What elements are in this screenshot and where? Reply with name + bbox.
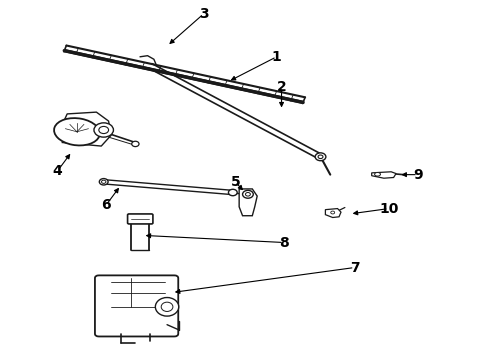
Text: 7: 7 (350, 261, 360, 275)
Ellipse shape (161, 302, 173, 311)
Text: 2: 2 (277, 80, 287, 94)
Polygon shape (372, 172, 396, 178)
Ellipse shape (132, 141, 139, 147)
Polygon shape (239, 189, 257, 216)
Ellipse shape (374, 172, 380, 176)
Text: 9: 9 (413, 168, 423, 182)
Ellipse shape (99, 179, 108, 185)
Ellipse shape (243, 190, 253, 198)
Text: 4: 4 (52, 164, 62, 178)
Text: 5: 5 (230, 175, 240, 189)
Ellipse shape (318, 155, 323, 158)
Text: 10: 10 (379, 202, 398, 216)
Ellipse shape (228, 189, 237, 196)
Ellipse shape (54, 118, 100, 145)
Ellipse shape (94, 123, 114, 137)
Ellipse shape (331, 211, 335, 214)
Text: 1: 1 (272, 50, 282, 64)
FancyBboxPatch shape (95, 275, 178, 337)
Text: 8: 8 (279, 235, 289, 249)
FancyBboxPatch shape (127, 214, 153, 224)
Text: 3: 3 (199, 7, 208, 21)
Ellipse shape (245, 193, 250, 196)
Ellipse shape (99, 126, 109, 134)
Ellipse shape (315, 153, 326, 161)
Polygon shape (325, 208, 341, 217)
Ellipse shape (155, 297, 179, 316)
Text: 6: 6 (101, 198, 111, 212)
Ellipse shape (101, 180, 106, 183)
